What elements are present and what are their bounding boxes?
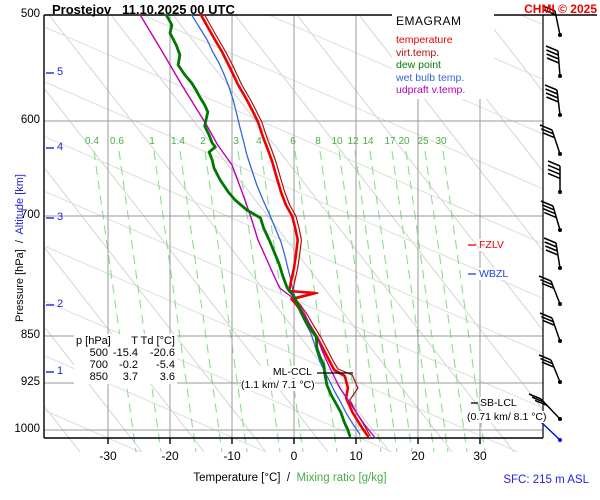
legend-entry-wet-bulb-temp-: wet bulb temp. [396,71,465,84]
legend-entries: temperature virt.temp. dew point wet bulb t… [396,34,490,97]
wind-barb [539,312,562,343]
mixing-ratio-label-25: 25 [417,136,429,147]
mixing-ratio-label-3: 3 [233,136,239,147]
altitude-tick-5: 5 [57,66,64,78]
x-axis-caption: Temperature [°C] / Mixing ratio [g/kg] [120,472,460,484]
wind-barb [547,160,562,194]
temp-tick-20: 20 [411,449,425,463]
altitude-tick-2: 2 [57,298,64,310]
legend-entry-temperature: temperature [396,34,453,46]
sounding-datetime: 11.10.2025 00 UTC [122,2,235,17]
temp-tick-10: 10 [349,449,363,463]
table-row-850-cell-2: 3.6 [159,371,175,383]
curve-temperature [199,13,370,438]
mixing-ratio-label-1.4: 1.4 [171,136,185,147]
temp-tick-30: 30 [473,449,487,463]
sb-lcl-label: SB-LCL [480,397,517,409]
mixing-ratio-label-6: 6 [290,136,296,147]
legend-entry-udpraft-v-temp-: udpraft v.temp. [396,84,466,96]
altitude-tick-1: 1 [57,365,64,377]
table-row-700-cell-0: 700 [89,359,108,371]
sounding-levels-table: p [hPa] T Td [°C] 500 -15.4 -20.6 700 -0.2 -5.4 8… [74,334,177,384]
mixing-ratio-label-10: 10 [331,136,343,147]
legend: EMAGRAM temperature virt.temp. dew point we… [392,12,494,99]
mixing-ratio-label-2: 2 [200,136,206,147]
pressure-tick-600: 600 [20,114,40,126]
table-row-700-cell-2: -5.4 [156,359,175,371]
temp-tick--10: -10 [223,449,241,463]
temp-tick-0: 0 [290,449,298,463]
mixing-ratio-label-30: 30 [435,136,447,147]
mixing-ratio-label-20: 20 [398,136,410,147]
table-header: p [hPa] T Td [°C] [76,335,175,347]
wind-barb [540,200,562,232]
table-header-cell-1: T [131,335,138,347]
ml-ccl-detail: (1.1 km/ 7.1 °C) [241,379,315,391]
table-row-500-cell-0: 500 [89,347,108,359]
altitude-tick-4: 4 [57,141,64,153]
y-axis-caption-pressure: Pressure [hPa] [14,249,26,322]
surface-elevation-label: SFC: 215 m ASL [503,474,589,486]
y-axis-caption-sep: / [14,234,26,250]
temp-tick--30: -30 [99,449,117,463]
chmi-copyright: CHMI © 2025 [524,2,597,16]
pressure-tick-850: 850 [20,329,40,341]
wind-barb [539,124,562,156]
mixing-ratio-label-14: 14 [362,136,374,147]
table-row-500: 500 -15.4 -20.6 [76,347,175,359]
wind-barb [528,393,562,421]
wbzl-label: WBZL [479,268,509,280]
wind-barb-column [527,5,562,442]
mixing-ratio-label-8: 8 [315,136,321,147]
y-axis-caption: Pressure [hPa] / Altitude [km] [14,174,26,322]
fzlv-label: FZLV [479,239,504,251]
mixing-ratio-label-12: 12 [347,136,359,147]
mixing-ratio-label-1: 1 [149,136,155,147]
x-axis-caption-temperature: Temperature [°C] [193,472,281,484]
pressure-tick-925: 925 [20,376,40,388]
sb-lcl-detail: (0.71 km/ 8.1 °C) [467,411,547,423]
ml-ccl-label: ML-CCL [244,366,312,378]
table-header-cell-0: p [hPa] [76,335,111,347]
altitude-tick-3: 3 [57,211,64,223]
legend-title: EMAGRAM [396,14,462,28]
wind-barb [545,45,562,78]
legend-entry-virt-temp-: virt.temp. [396,46,440,59]
wind-barb [542,5,562,37]
y-axis-caption-altitude: Altitude [km] [14,174,26,235]
wind-barb [544,84,562,117]
legend-entry-dew-point: dew point [396,59,441,71]
pressure-tick-1000: 1000 [14,423,40,435]
mixing-ratio-label-0.6: 0.6 [110,136,124,147]
table-row-500-cell-1: -15.4 [112,347,138,359]
table-header-cell-2: Td [°C] [140,335,175,347]
mixing-ratio-label-0.4: 0.4 [85,136,99,147]
table-row-850-cell-0: 850 [89,371,108,383]
table-row-850: 850 3.7 3.6 [76,371,175,383]
station-title: Prostejov 11.10.2025 00 UTC [52,2,235,17]
station-name: Prostejov [52,2,112,17]
x-axis-caption-mixing-ratio: Mixing ratio [g/kg] [296,472,387,484]
mixing-ratio-label-17: 17 [384,136,396,147]
mixing-ratio-label-4: 4 [256,136,262,147]
table-row-700-cell-1: -0.2 [119,359,138,371]
table-row-850-cell-1: 3.7 [122,371,138,383]
curve-virt_temperature [204,14,371,437]
x-axis-caption-sep: / [280,472,297,484]
table-row-500-cell-2: -20.6 [149,347,175,359]
wind-barb [543,237,562,270]
temp-tick--20: -20 [161,449,179,463]
wind-barb [538,275,562,306]
pressure-tick-700: 700 [20,209,40,221]
pressure-tick-500: 500 [20,8,40,20]
curve-dew_point [164,13,352,438]
table-row-700: 700 -0.2 -5.4 [76,359,175,371]
wind-barb [538,354,562,384]
